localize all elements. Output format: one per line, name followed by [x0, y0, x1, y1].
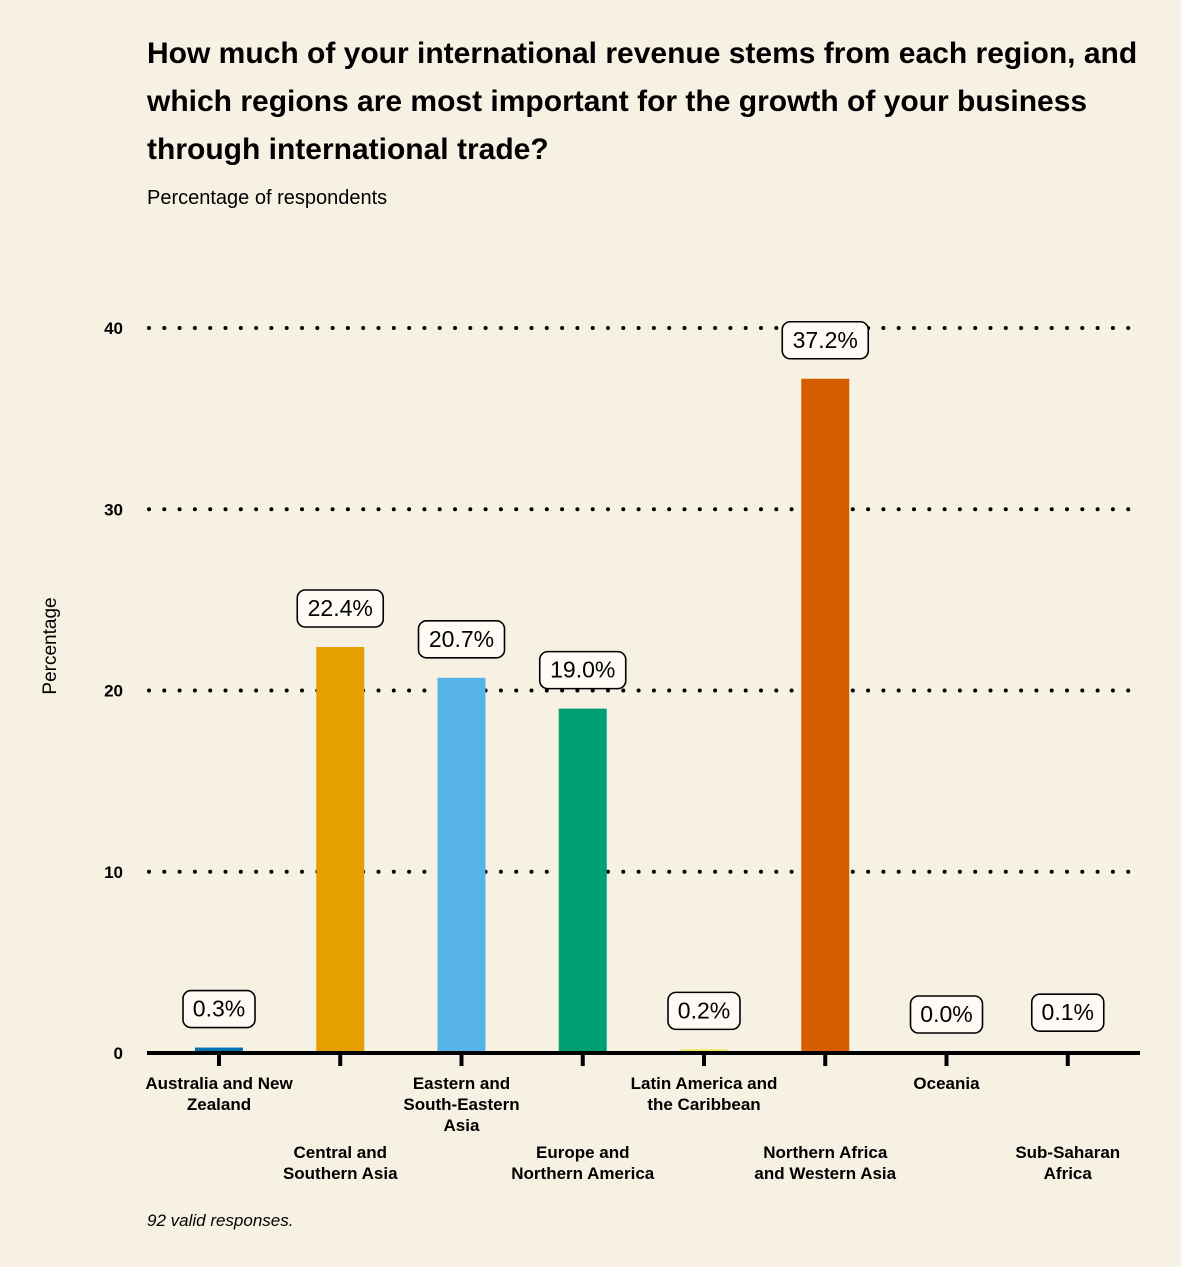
- x-tick-label: Europe and Northern America: [511, 1143, 655, 1183]
- data-label: 0.0%: [920, 1001, 972, 1027]
- x-tick-label: Eastern and South-Eastern Asia: [403, 1074, 519, 1135]
- chart-subtitle: Percentage of respondents: [147, 187, 388, 209]
- y-tick-label: 0: [114, 1044, 123, 1063]
- data-label-box: [1030, 993, 1105, 1032]
- x-tick-label: Oceania: [913, 1074, 980, 1093]
- data-label-box: [667, 991, 741, 1031]
- data-label: 0.3%: [193, 996, 245, 1022]
- gridlines: 0 10 20 30 40: [104, 319, 1142, 1063]
- x-tick-label: Sub-Saharan Africa: [1015, 1143, 1120, 1183]
- chart-title: How much of your international revenue s…: [147, 37, 1138, 166]
- data-label-box: [538, 650, 627, 690]
- data-label-box: [909, 995, 984, 1034]
- y-axis-label: Percentage: [40, 597, 61, 694]
- data-label: 37.2%: [793, 327, 858, 353]
- footnote: 92 valid responses.: [147, 1211, 294, 1230]
- data-label: 0.2%: [678, 997, 730, 1023]
- data-label: 22.4%: [308, 595, 373, 621]
- x-tick-label: Latin America and the Caribbean: [631, 1074, 778, 1114]
- data-label: 20.7%: [429, 626, 494, 652]
- bars: [195, 378, 1092, 1053]
- y-tick-label: 10: [104, 863, 123, 882]
- data-labels: 0.3% 22.4% 20.7% 19.0% 0.2% 37.2% 0.0% 0.1%: [182, 320, 1105, 1034]
- data-label-box: [417, 620, 506, 659]
- x-tick-label: Northern Africa and Western Asia: [754, 1143, 896, 1183]
- bar: [558, 708, 607, 1053]
- x-tick-label: Australia and New Zealand: [145, 1074, 293, 1114]
- bar: [316, 647, 365, 1053]
- data-label-box: [781, 320, 870, 360]
- data-label-box: [182, 989, 256, 1029]
- bar: [801, 378, 850, 1053]
- x-tick-label: Central and Southern Asia: [283, 1143, 398, 1183]
- y-tick-label: 20: [104, 682, 123, 701]
- data-label: 0.1%: [1042, 999, 1094, 1025]
- x-axis: Australia and New Zealand Central and South…: [145, 1051, 1140, 1183]
- bar: [195, 1047, 243, 1053]
- y-tick-label: 40: [104, 319, 123, 338]
- data-label-box: [296, 589, 385, 628]
- bar: [437, 677, 486, 1053]
- data-label: 19.0%: [550, 657, 615, 683]
- y-tick-label: 30: [104, 500, 123, 519]
